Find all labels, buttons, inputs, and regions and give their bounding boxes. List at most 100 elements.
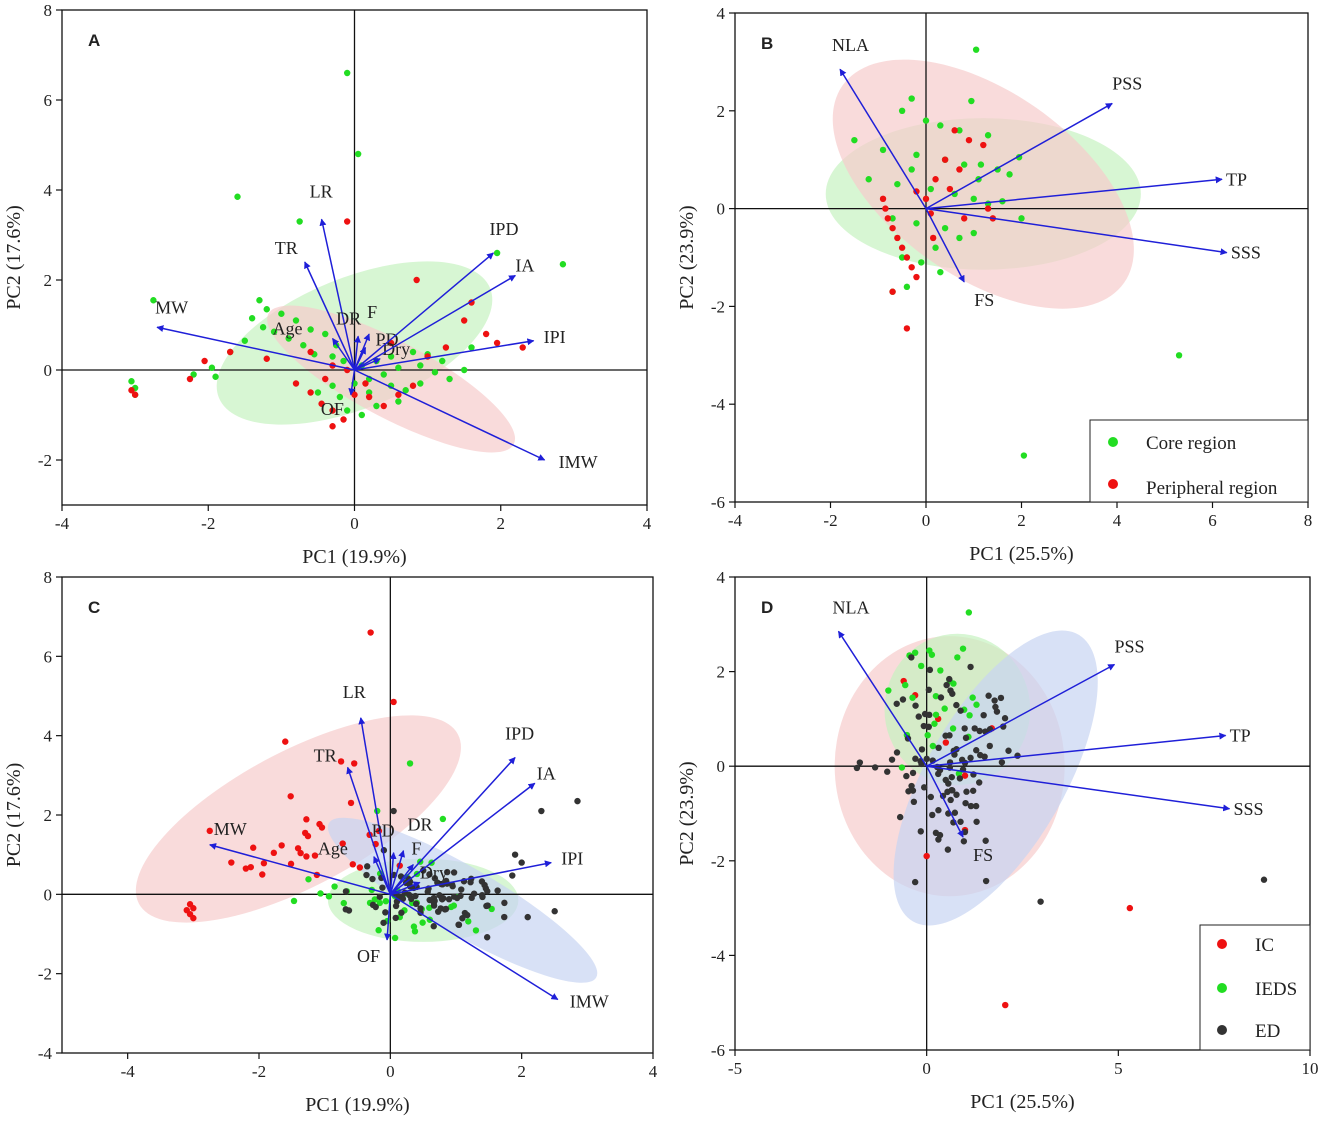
data-point-core-region: [340, 357, 347, 365]
data-point-ed: [960, 838, 968, 845]
data-point-core-region: [1018, 215, 1025, 222]
data-point-peripheral-region: [980, 141, 987, 149]
data-point-ed: [976, 727, 983, 735]
data-point-ed: [896, 813, 904, 821]
data-point-ed: [961, 725, 968, 732]
data-point-ed: [926, 666, 934, 674]
data-point-ed: [942, 776, 949, 784]
x-tick-label: 5: [1114, 1059, 1123, 1078]
data-point-ed: [458, 886, 465, 893]
loading-label-ipi: IPI: [561, 849, 583, 869]
data-point-ieds: [932, 711, 940, 718]
data-point-ed: [372, 903, 379, 911]
data-point-core-region: [468, 344, 475, 351]
data-point-ed: [912, 755, 919, 762]
data-point-ed: [524, 913, 531, 921]
loading-arrow-tr: [304, 261, 356, 371]
loading-arrow-pd: [353, 346, 367, 371]
data-point-ed: [925, 686, 933, 694]
data-point-ed: [442, 905, 450, 913]
data-point-ieds: [447, 903, 455, 911]
data-point-ed: [942, 732, 949, 739]
data-point-ieds: [340, 899, 347, 907]
data-point-peripheral-region: [380, 402, 387, 410]
data-point-ic: [278, 842, 285, 849]
data-point-ed: [364, 863, 371, 870]
x-tick-label: 8: [1304, 511, 1313, 530]
data-point-peripheral-region: [322, 375, 329, 383]
data-point-ed: [426, 871, 433, 878]
data-point-ed: [511, 851, 519, 858]
legend-panel-b: Core region Peripheral region: [1089, 419, 1309, 503]
data-point-ed: [420, 867, 427, 874]
data-point-peripheral-region: [362, 380, 369, 387]
data-point-ed: [518, 859, 525, 866]
data-point-ed: [967, 802, 975, 810]
data-point-core-region: [387, 353, 395, 360]
y-tick-label: -6: [711, 493, 725, 512]
data-point-ed: [451, 893, 458, 900]
data-point-ic: [367, 629, 374, 636]
data-point-ed: [923, 755, 930, 763]
data-point-core-region: [927, 185, 934, 193]
data-point-ed: [948, 773, 955, 781]
data-point-core-region: [417, 380, 424, 387]
loading-label-tp: TP: [1226, 169, 1247, 189]
data-point-ed: [957, 707, 964, 714]
data-point-core-region: [932, 244, 939, 251]
legend-panel-d: IC IEDS ED: [1199, 924, 1311, 1051]
loading-label-sss: SSS: [1234, 799, 1264, 819]
data-point-ed: [893, 700, 900, 707]
data-point-ic: [316, 820, 323, 828]
loading-arrow-dr: [353, 335, 361, 371]
data-point-ed: [985, 692, 992, 699]
data-point-ed: [884, 768, 891, 775]
x-tick-label: 2: [497, 514, 506, 533]
data-point-ed: [1037, 898, 1044, 905]
data-point-core-region: [358, 411, 366, 419]
data-point-ed: [943, 681, 950, 689]
data-point-ed: [961, 828, 969, 836]
data-point-ed: [957, 818, 964, 825]
data-point-peripheral-region: [343, 218, 351, 225]
data-point-core-region: [941, 224, 949, 232]
loading-arrow-fs: [925, 765, 964, 838]
data-point-ic: [1002, 1001, 1009, 1009]
data-point-core-region: [256, 297, 263, 304]
data-point-ic: [303, 853, 310, 860]
data-point-peripheral-region: [351, 391, 358, 398]
data-point-ic: [282, 738, 289, 745]
data-point-ic: [311, 852, 319, 859]
data-point-core-region: [234, 193, 241, 200]
data-point-ed: [915, 713, 922, 720]
data-point-ed: [909, 787, 917, 794]
data-point-ic: [961, 772, 969, 779]
data-point-ed: [935, 744, 942, 752]
data-point-ed: [444, 868, 451, 876]
data-point-peripheral-region: [329, 407, 336, 414]
loading-label-dr: DR: [407, 815, 432, 835]
data-point-peripheral-region: [263, 355, 270, 362]
data-point-core-region: [402, 387, 409, 394]
data-point-core-region: [373, 402, 380, 410]
loading-label-pss: PSS: [1115, 637, 1145, 657]
data-point-ic: [228, 859, 235, 866]
data-point-ed: [921, 710, 929, 718]
loading-arrow-imw: [354, 369, 546, 461]
data-point-core-region: [903, 283, 911, 291]
data-point-core-region: [241, 337, 249, 344]
y-tick-label: 0: [44, 885, 53, 904]
data-point-ed: [484, 888, 491, 895]
data-point-ieds: [941, 705, 948, 712]
data-point-core-region: [894, 180, 901, 188]
x-tick-label: -2: [201, 514, 215, 533]
data-point-ic: [356, 864, 364, 871]
legend-label-peripheral-region: Peripheral region: [1146, 478, 1278, 499]
data-point-ed: [1001, 715, 1009, 722]
data-point-ed: [390, 807, 397, 815]
data-point-core-region: [431, 369, 439, 376]
data-point-ieds: [375, 927, 382, 934]
data-point-ed: [430, 894, 438, 902]
data-point-ed: [932, 829, 940, 837]
loading-label-imw: IMW: [559, 452, 598, 472]
